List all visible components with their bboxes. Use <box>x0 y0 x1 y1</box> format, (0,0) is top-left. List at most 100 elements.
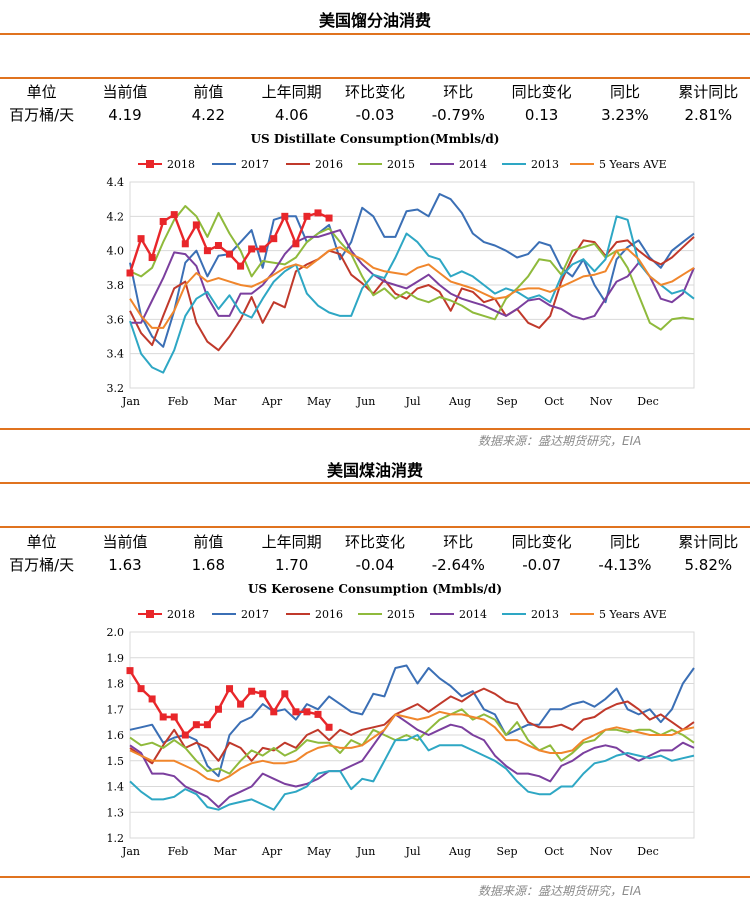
divider <box>0 876 750 878</box>
divider <box>0 33 750 35</box>
divider <box>0 428 750 430</box>
distillate-chart: 3.2 3.4 3.6 3.8 4.0 4.2 4.4 Jan Feb Mar Apr May Jun J… <box>107 158 695 408</box>
data-point <box>214 242 222 250</box>
y-tick-label: 1.6 <box>107 729 125 742</box>
header-cell: 同比变化 <box>511 533 572 551</box>
header-cell: 同比 <box>609 533 640 551</box>
table-cell: -4.13% <box>598 555 652 574</box>
data-point <box>192 721 200 729</box>
header-cell: 累计同比 <box>678 533 739 551</box>
table-cell: 1.68 <box>191 555 226 574</box>
data-point <box>314 710 322 718</box>
x-tick-label: Feb <box>168 395 189 408</box>
legend-label: 2016 <box>315 158 343 171</box>
x-tick-label: Oct <box>544 395 564 408</box>
legend-label: 2018 <box>167 158 195 171</box>
table-cell: 1.63 <box>108 555 142 574</box>
data-point <box>259 245 267 253</box>
header-cell: 单位 <box>26 83 57 101</box>
y-tick-label: 3.8 <box>107 279 125 292</box>
x-tick-label: Jun <box>356 395 376 408</box>
header-cell: 前值 <box>193 533 224 551</box>
x-tick-label: Nov <box>590 845 613 858</box>
table-header-row: 单位 当前值 前值 上年同期 环比变化 环比 同比变化 同比 累计同比 <box>0 80 750 103</box>
series-line <box>129 215 695 374</box>
header-cell: 环比变化 <box>344 533 405 551</box>
y-tick-label: 4.4 <box>107 176 125 189</box>
x-tick-label: Dec <box>637 395 659 408</box>
header-cell: 同比变化 <box>511 83 572 101</box>
header-cell: 同比 <box>609 83 640 101</box>
kerosene-chart: 1.2 1.3 1.4 1.5 1.6 1.7 1.8 1.9 2.0 Jan Feb Mar Apr M… <box>107 608 695 858</box>
series-line <box>129 687 695 765</box>
series-line <box>129 664 695 778</box>
data-point <box>126 667 134 675</box>
legend-label: 2016 <box>315 608 343 621</box>
data-point <box>203 721 211 729</box>
x-tick-label: May <box>307 845 332 858</box>
data-point <box>237 262 245 270</box>
header-cell: 前值 <box>193 83 224 101</box>
data-point <box>270 708 278 716</box>
y-tick-label: 1.8 <box>107 678 125 691</box>
legend-label: 2013 <box>531 608 559 621</box>
data-point <box>325 723 333 731</box>
x-tick-label: Jun <box>356 845 376 858</box>
data-point <box>148 695 156 703</box>
table-row: 百万桶/天 1.63 1.68 1.70 -0.04 -2.64% -0.07 … <box>0 553 750 576</box>
stats-table: 单位 当前值 前值 上年同期 环比变化 环比 同比变化 同比 累计同比 百万桶/… <box>0 80 750 126</box>
legend-label: 5 Years AVE <box>599 158 667 171</box>
data-point <box>292 240 300 248</box>
data-point <box>303 212 311 220</box>
data-point <box>314 209 322 217</box>
x-tick-label: Jan <box>121 395 140 408</box>
source-note: 数据来源：盛达期货研究，EIA <box>478 434 642 448</box>
data-point <box>292 708 300 716</box>
table-cell: 2.81% <box>684 105 733 124</box>
y-tick-label: 1.9 <box>107 652 125 665</box>
data-point <box>237 700 245 708</box>
y-tick-label: 3.6 <box>107 313 125 326</box>
x-tick-label: Jul <box>404 395 420 408</box>
chart-title: US Kerosene Consumption (Mmbls/d) <box>247 582 503 596</box>
x-tick-label: Jul <box>404 845 420 858</box>
data-point <box>270 235 278 243</box>
header-cell: 当前值 <box>102 533 148 551</box>
y-tick-label: 4.0 <box>107 245 125 258</box>
series-line <box>130 229 695 324</box>
data-point <box>259 690 267 698</box>
y-tick-label: 1.3 <box>107 806 125 819</box>
stats-table: 单位 当前值 前值 上年同期 环比变化 环比 同比变化 同比 累计同比 百万桶/… <box>0 530 750 576</box>
legend-label: 2017 <box>241 158 269 171</box>
table-cell: -0.04 <box>355 555 395 574</box>
series-line <box>129 734 695 811</box>
table-cell: 0.13 <box>524 105 559 124</box>
header-cell: 上年同期 <box>261 533 322 551</box>
table-cell: 5.82% <box>684 555 733 574</box>
y-tick-label: 1.7 <box>107 703 125 716</box>
header-cell: 上年同期 <box>261 83 322 101</box>
divider <box>0 77 750 79</box>
series-line <box>129 710 695 783</box>
y-tick-label: 1.4 <box>107 781 125 794</box>
legend-marker <box>146 610 154 618</box>
series-line <box>129 193 695 348</box>
source-note: 数据来源：盛达期货研究，EIA <box>478 884 642 898</box>
series-line <box>129 205 695 331</box>
data-point <box>181 240 189 248</box>
table-row: 百万桶/天 4.19 4.22 4.06 -0.03 -0.79% 0.13 3… <box>0 103 750 126</box>
legend-label: 2015 <box>387 608 415 621</box>
divider <box>0 526 750 528</box>
data-point <box>170 713 178 721</box>
header-cell: 单位 <box>26 533 57 551</box>
table-cell: 4.19 <box>108 105 142 124</box>
table-cell: -0.07 <box>522 555 562 574</box>
data-point <box>159 713 167 721</box>
data-point <box>226 250 234 258</box>
header-cell: 累计同比 <box>678 83 739 101</box>
y-tick-label: 3.4 <box>107 348 125 361</box>
x-tick-label: Mar <box>213 395 237 408</box>
series-line <box>129 246 695 329</box>
x-tick-label: May <box>307 395 332 408</box>
table-cell: -2.64% <box>431 555 485 574</box>
